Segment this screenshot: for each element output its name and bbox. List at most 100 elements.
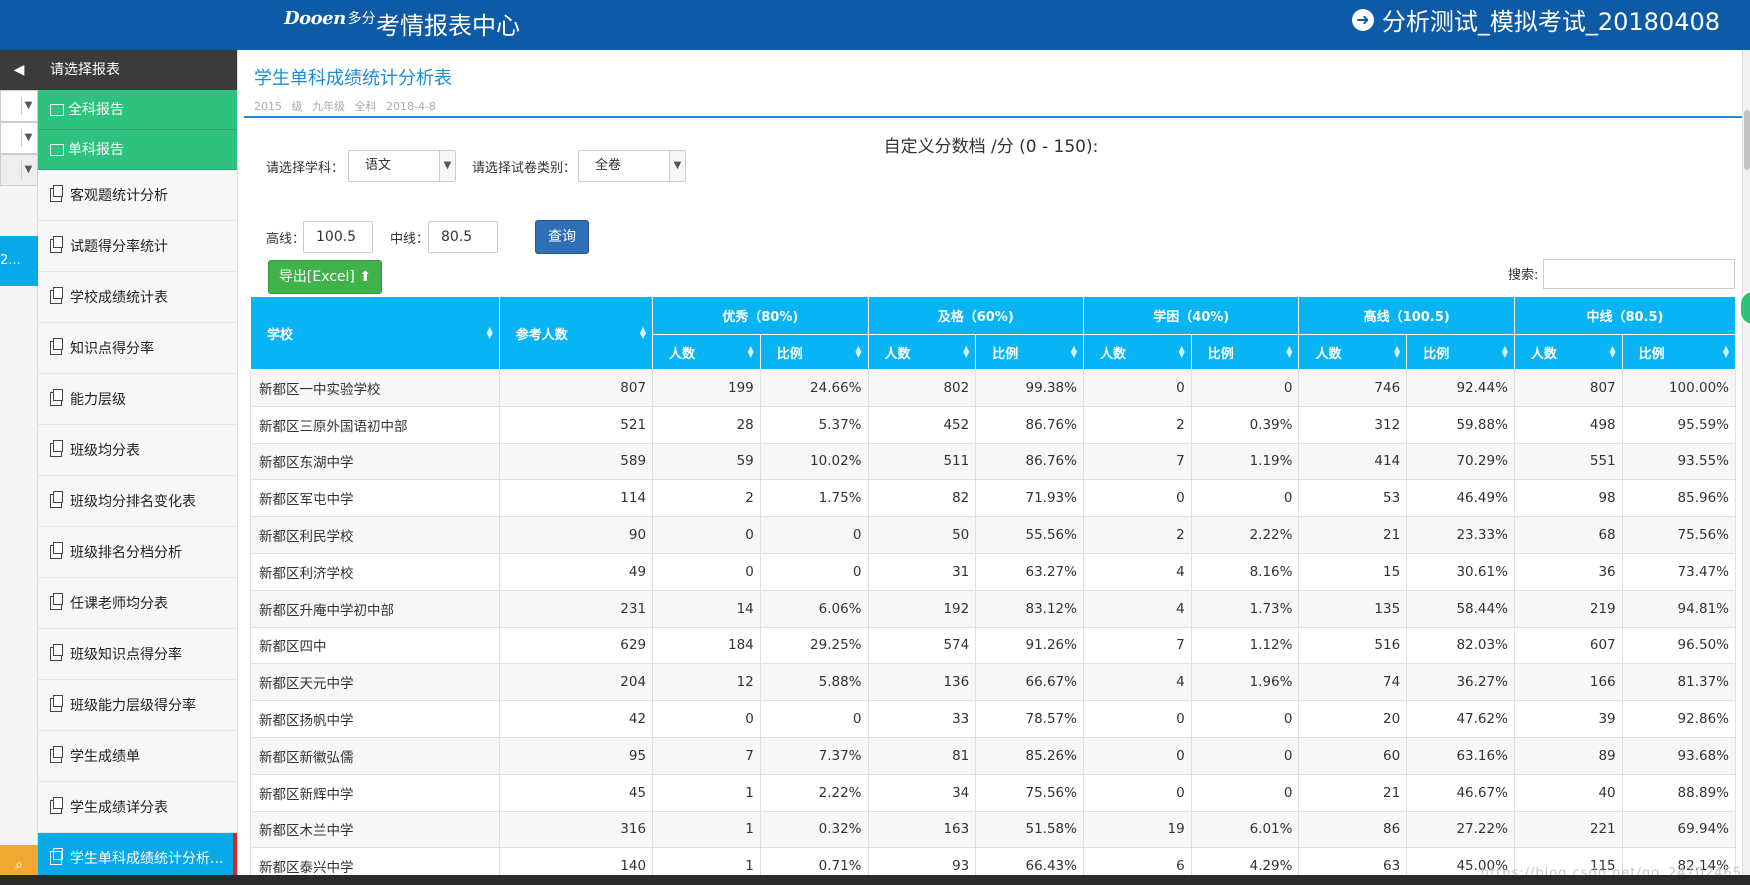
sidebar-item-label: 学生单科成绩统计分析... — [70, 851, 224, 867]
table-cell: 551 — [1513, 442, 1623, 481]
col-subheader-label: 人数 — [1099, 346, 1126, 362]
table-cell: 100.00% — [1621, 369, 1736, 407]
back-arrow-icon[interactable]: ◀ — [0, 50, 38, 90]
table-cell: 28 — [652, 405, 761, 444]
table-cell: 0 — [1082, 369, 1192, 407]
sidebar-group-all-subjects[interactable]: 全科报告 — [38, 90, 237, 130]
table-cell: 49 — [498, 552, 654, 591]
scrollbar-thumb[interactable] — [1744, 110, 1750, 170]
col-subheader[interactable]: 比例 ▲ ▼ — [1190, 334, 1300, 370]
export-button-label: 导出[Excel] — [278, 269, 355, 285]
sidebar-item[interactable]: 班级均分排名变化表 — [38, 476, 237, 527]
copy-icon — [50, 695, 63, 712]
table-cell: 6.06% — [759, 589, 869, 628]
sidebar-item[interactable]: 学生成绩详分表 — [38, 782, 237, 833]
top-header: Dooen 多分 考情报表中心 ➜ 分析测试_模拟考试_20180408 — [0, 0, 1750, 50]
sort-icon: ▲ ▼ — [1609, 344, 1616, 359]
table-cell: 50 — [867, 516, 977, 554]
col-subheader[interactable]: 人数 ▲ ▼ — [1513, 334, 1623, 370]
query-button[interactable]: 查询 — [535, 220, 589, 254]
rail-select-2[interactable]: ▼ — [0, 122, 38, 154]
col-subheader[interactable]: 比例 ▲ ▼ — [975, 334, 1084, 370]
table-cell: 136 — [867, 663, 977, 702]
sidebar-item[interactable]: 试题得分率统计 — [38, 221, 237, 272]
rail-select-3[interactable]: ▼ — [0, 154, 38, 186]
table-cell: 184 — [652, 626, 761, 665]
sidebar-item[interactable]: 班级能力层级得分率 — [38, 680, 237, 731]
cell-school-name: 新都区扬帆中学 — [250, 700, 500, 738]
table-cell: 1.73% — [1190, 589, 1300, 628]
bar-chart-icon — [50, 143, 64, 156]
table-cell: 4 — [1082, 589, 1192, 628]
col-subheader[interactable]: 人数 ▲ ▼ — [867, 334, 977, 370]
rail-select-1[interactable]: ▼ — [0, 90, 38, 122]
vertical-scrollbar[interactable] — [1742, 50, 1750, 875]
copy-icon — [50, 491, 63, 508]
table-cell: 95.59% — [1621, 405, 1736, 444]
sidebar-item[interactable]: 学校成绩统计表 — [38, 272, 237, 323]
col-subheader[interactable]: 人数 ▲ ▼ — [652, 334, 761, 370]
table-cell: 8.16% — [1190, 552, 1300, 591]
sidebar-header: 请选择报表 — [38, 50, 237, 90]
copy-icon — [50, 644, 63, 661]
table-row: 新都区升庵中学初中部 231 14 6.06% 192 83.12% 4 1.73% 135 58… — [250, 589, 1736, 628]
cell-school-name: 新都区新辉中学 — [250, 773, 500, 812]
chevron-down-icon: ▼ — [439, 151, 455, 181]
table-cell: 59.88% — [1406, 405, 1515, 444]
sidebar-item[interactable]: 班级知识点得分率 — [38, 629, 237, 680]
export-excel-button[interactable]: 导出[Excel] ⬆ — [268, 260, 382, 294]
rail-active-item[interactable]: 2... — [0, 236, 38, 286]
table-cell: 55.56% — [975, 516, 1084, 554]
col-header-count[interactable]: 参考人数 ▲ ▼ — [498, 296, 654, 370]
col-subheader[interactable]: 人数 ▲ ▼ — [1082, 334, 1192, 370]
col-header-label: 参考人数 — [515, 327, 568, 343]
title-divider — [244, 116, 1742, 118]
sidebar-item[interactable]: 能力层级 — [38, 374, 237, 425]
sidebar-item-label: 班级知识点得分率 — [70, 647, 182, 663]
sidebar-item[interactable]: 客观题统计分析 — [38, 170, 237, 221]
table-cell: 86.76% — [975, 442, 1084, 481]
table-cell: 4 — [1082, 552, 1192, 591]
col-header-school[interactable]: 学校 ▲ ▼ — [250, 296, 500, 370]
col-subheader[interactable]: 人数 ▲ ▼ — [1298, 334, 1408, 370]
copy-icon — [50, 236, 63, 253]
high-line-label: 高线： — [266, 232, 306, 247]
sort-icon: ▲ ▼ — [486, 325, 493, 340]
table-cell: 73.47% — [1621, 552, 1736, 591]
sidebar-item[interactable]: 学生成绩单 — [38, 731, 237, 782]
table-cell: 51.58% — [975, 810, 1084, 849]
table-cell: 802 — [867, 369, 977, 407]
search-input[interactable] — [1543, 259, 1735, 289]
table-cell: 1 — [652, 773, 761, 812]
table-cell: 0 — [1082, 700, 1192, 738]
col-subheader[interactable]: 比例 ▲ ▼ — [759, 334, 869, 370]
bar-chart-icon — [50, 103, 64, 116]
table-cell: 36.27% — [1406, 663, 1515, 702]
sort-icon: ▲ ▼ — [639, 325, 647, 340]
table-cell: 7 — [652, 736, 761, 775]
col-subheader-label: 比例 — [1207, 346, 1234, 362]
exam-title-link[interactable]: ➜ 分析测试_模拟考试_20180408 — [1351, 2, 1720, 37]
sidebar-item[interactable]: 知识点得分率 — [38, 323, 237, 374]
stats-table-container: 学校 ▲ ▼ 参考人数 ▲ ▼ 优秀（80%) 及格（60%) 学困（40%) 高线（1… — [250, 296, 1736, 885]
sidebar-item[interactable]: 班级均分表 — [38, 425, 237, 476]
subject-select[interactable]: 语文 ▼ — [348, 150, 456, 182]
table-cell: 0 — [652, 552, 761, 591]
table-cell: 78.57% — [975, 700, 1084, 738]
sidebar-item[interactable]: 任课老师均分表 — [38, 578, 237, 629]
table-cell: 807 — [498, 369, 654, 407]
col-subheader-label: 比例 — [992, 346, 1019, 362]
table-cell: 204 — [498, 663, 654, 702]
table-cell: 39 — [1513, 700, 1623, 738]
sidebar-item[interactable]: 班级排名分档分析 — [38, 527, 237, 578]
paper-type-select[interactable]: 全卷 ▼ — [578, 150, 686, 182]
table-cell: 70.29% — [1406, 442, 1515, 481]
mid-line-input[interactable]: 80.5 — [428, 221, 498, 253]
col-subheader[interactable]: 比例 ▲ ▼ — [1621, 334, 1736, 370]
col-subheader[interactable]: 比例 ▲ ▼ — [1406, 334, 1515, 370]
table-cell: 36 — [1513, 552, 1623, 591]
table-cell: 511 — [867, 442, 977, 481]
high-line-input[interactable]: 100.5 — [303, 221, 373, 253]
table-cell: 629 — [498, 626, 654, 665]
sidebar-group-single-subject[interactable]: 单科报告 — [38, 130, 237, 170]
